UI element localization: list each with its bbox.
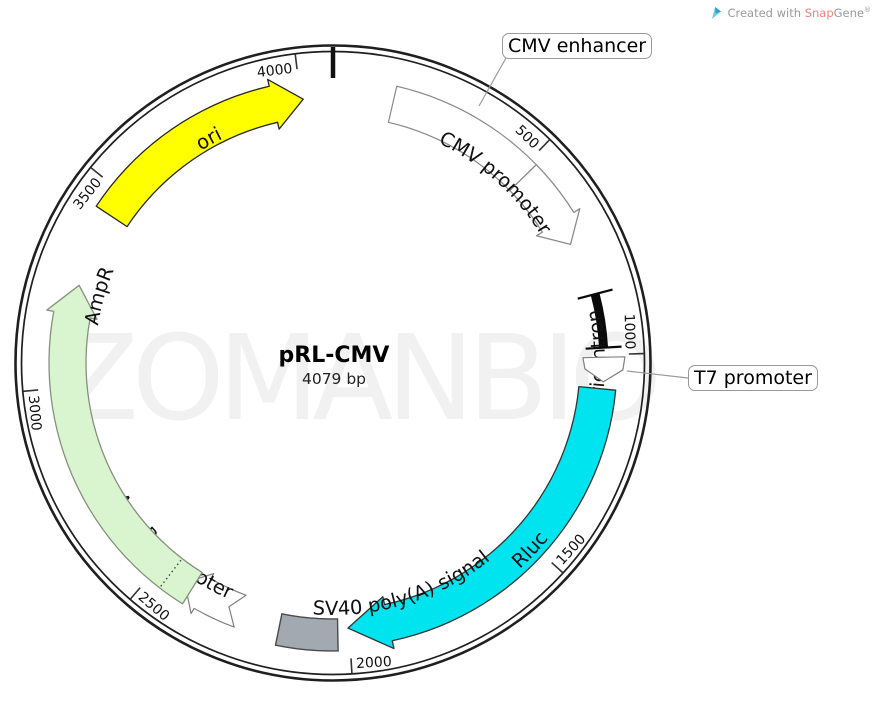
tick-mark xyxy=(538,139,551,152)
plasmid-size: 4079 bp xyxy=(301,370,367,388)
watermark: ZOMANBIO xyxy=(58,309,662,447)
plasmid-title-block: pRL-CMV 4079 bp xyxy=(279,343,390,388)
feature-ampr-promoter xyxy=(184,572,247,628)
tick-mark xyxy=(23,389,39,393)
credit-text: Created with SnapGene® xyxy=(727,6,871,20)
snapgene-icon xyxy=(712,7,722,19)
feature-shape-ampr-promoter xyxy=(184,572,247,628)
tick-mark xyxy=(90,167,104,178)
feature-ampr xyxy=(46,284,203,605)
tick-label: 2000 xyxy=(356,654,393,672)
tick-label: 1000 xyxy=(621,314,638,350)
tick-label: 3000 xyxy=(25,395,44,432)
feature-shape-ampr xyxy=(46,284,203,605)
brand-gene: Gene xyxy=(833,6,864,20)
feature-shape-t7-promoter xyxy=(582,356,626,383)
snapgene-credit[interactable]: Created with SnapGene® xyxy=(710,6,871,20)
tick-mark xyxy=(294,54,298,70)
registered-mark: ® xyxy=(864,6,871,15)
callout-cmv-enhancer: CMV enhancer xyxy=(502,33,653,59)
tick-mark xyxy=(350,658,353,674)
feature-divider-ampr xyxy=(160,559,182,587)
feature-cap-0 xyxy=(577,288,613,300)
feature-cap-1 xyxy=(585,345,622,350)
feature-chimeric-intron xyxy=(577,288,622,350)
callout-line-t7-promoter xyxy=(626,370,689,379)
feature-t7-promoter xyxy=(582,356,626,383)
feature-shape-sv40-polya xyxy=(274,613,339,652)
brand-snap: Snap xyxy=(804,6,834,20)
feature-shape-ori xyxy=(95,78,304,228)
tick-3000: 3000 xyxy=(23,389,44,432)
tick-2000: 2000 xyxy=(350,654,393,674)
feature-shape-rluc xyxy=(347,386,617,650)
tick-mark xyxy=(129,587,141,600)
plasmid-name: pRL-CMV xyxy=(278,343,390,368)
tick-1000: 1000 xyxy=(621,314,644,355)
feature-rluc xyxy=(347,386,617,650)
label-ampr: AmpR xyxy=(80,263,118,326)
callout-t7-promoter: T7 promoter xyxy=(688,365,818,391)
tick-label: 4000 xyxy=(256,61,293,81)
callout-line-cmv-enhancer xyxy=(478,57,507,107)
feature-ori xyxy=(95,78,304,228)
feature-sv40-polya xyxy=(274,613,339,652)
feature-cmv-promoter xyxy=(509,164,581,246)
backbone-outer-circle xyxy=(14,44,652,682)
tick-mark xyxy=(551,561,564,574)
feature-shape-cmv-promoter xyxy=(509,164,581,246)
tick-4000: 4000 xyxy=(256,54,298,81)
